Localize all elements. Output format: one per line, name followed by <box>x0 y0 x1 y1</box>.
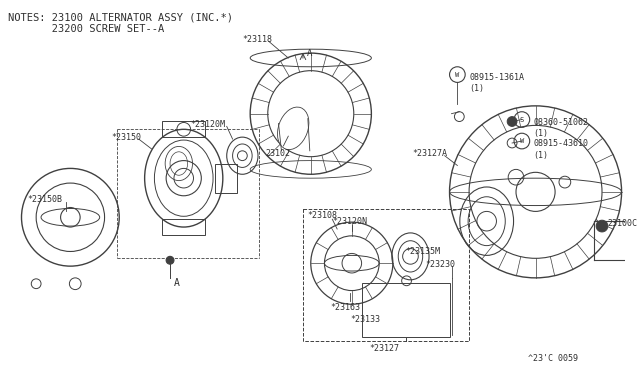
Text: S: S <box>520 116 524 122</box>
Text: *23150B: *23150B <box>28 195 62 204</box>
Text: W: W <box>455 71 460 78</box>
Text: *23230: *23230 <box>425 260 455 269</box>
Text: (1): (1) <box>534 151 548 160</box>
Circle shape <box>596 220 608 232</box>
Text: *23127: *23127 <box>369 344 399 353</box>
Text: *23120N: *23120N <box>332 217 367 226</box>
Text: *23127A: *23127A <box>412 149 447 158</box>
Text: 23102: 23102 <box>266 149 291 158</box>
Bar <box>215 164 237 193</box>
Text: *23120M: *23120M <box>191 119 225 129</box>
Bar <box>162 219 205 235</box>
Text: 08915-43610: 08915-43610 <box>534 139 589 148</box>
Text: *23118: *23118 <box>243 35 273 45</box>
Text: NOTES: 23100 ALTERNATOR ASSY (INC.*): NOTES: 23100 ALTERNATOR ASSY (INC.*) <box>8 12 233 22</box>
Text: 23200 SCREW SET--A: 23200 SCREW SET--A <box>8 24 164 34</box>
Text: W: W <box>520 138 524 144</box>
Text: *23135M: *23135M <box>406 247 440 256</box>
Text: A: A <box>307 49 312 58</box>
Text: *23108: *23108 <box>307 211 337 220</box>
Text: 08360-51062: 08360-51062 <box>534 118 589 126</box>
Text: (1): (1) <box>534 129 548 138</box>
Text: A: A <box>174 278 180 288</box>
Text: 08915-1361A: 08915-1361A <box>469 73 524 81</box>
Text: ^23'C 0059: ^23'C 0059 <box>528 354 578 363</box>
Bar <box>303 209 469 341</box>
Circle shape <box>508 116 517 126</box>
Circle shape <box>166 256 174 264</box>
Text: (1): (1) <box>469 84 484 93</box>
Text: 23100C: 23100C <box>608 219 638 228</box>
Bar <box>162 122 205 137</box>
Text: *23163: *23163 <box>330 303 360 312</box>
Bar <box>362 283 449 337</box>
Text: *23150: *23150 <box>111 133 141 142</box>
Text: *23133: *23133 <box>350 315 380 324</box>
Ellipse shape <box>278 107 309 150</box>
